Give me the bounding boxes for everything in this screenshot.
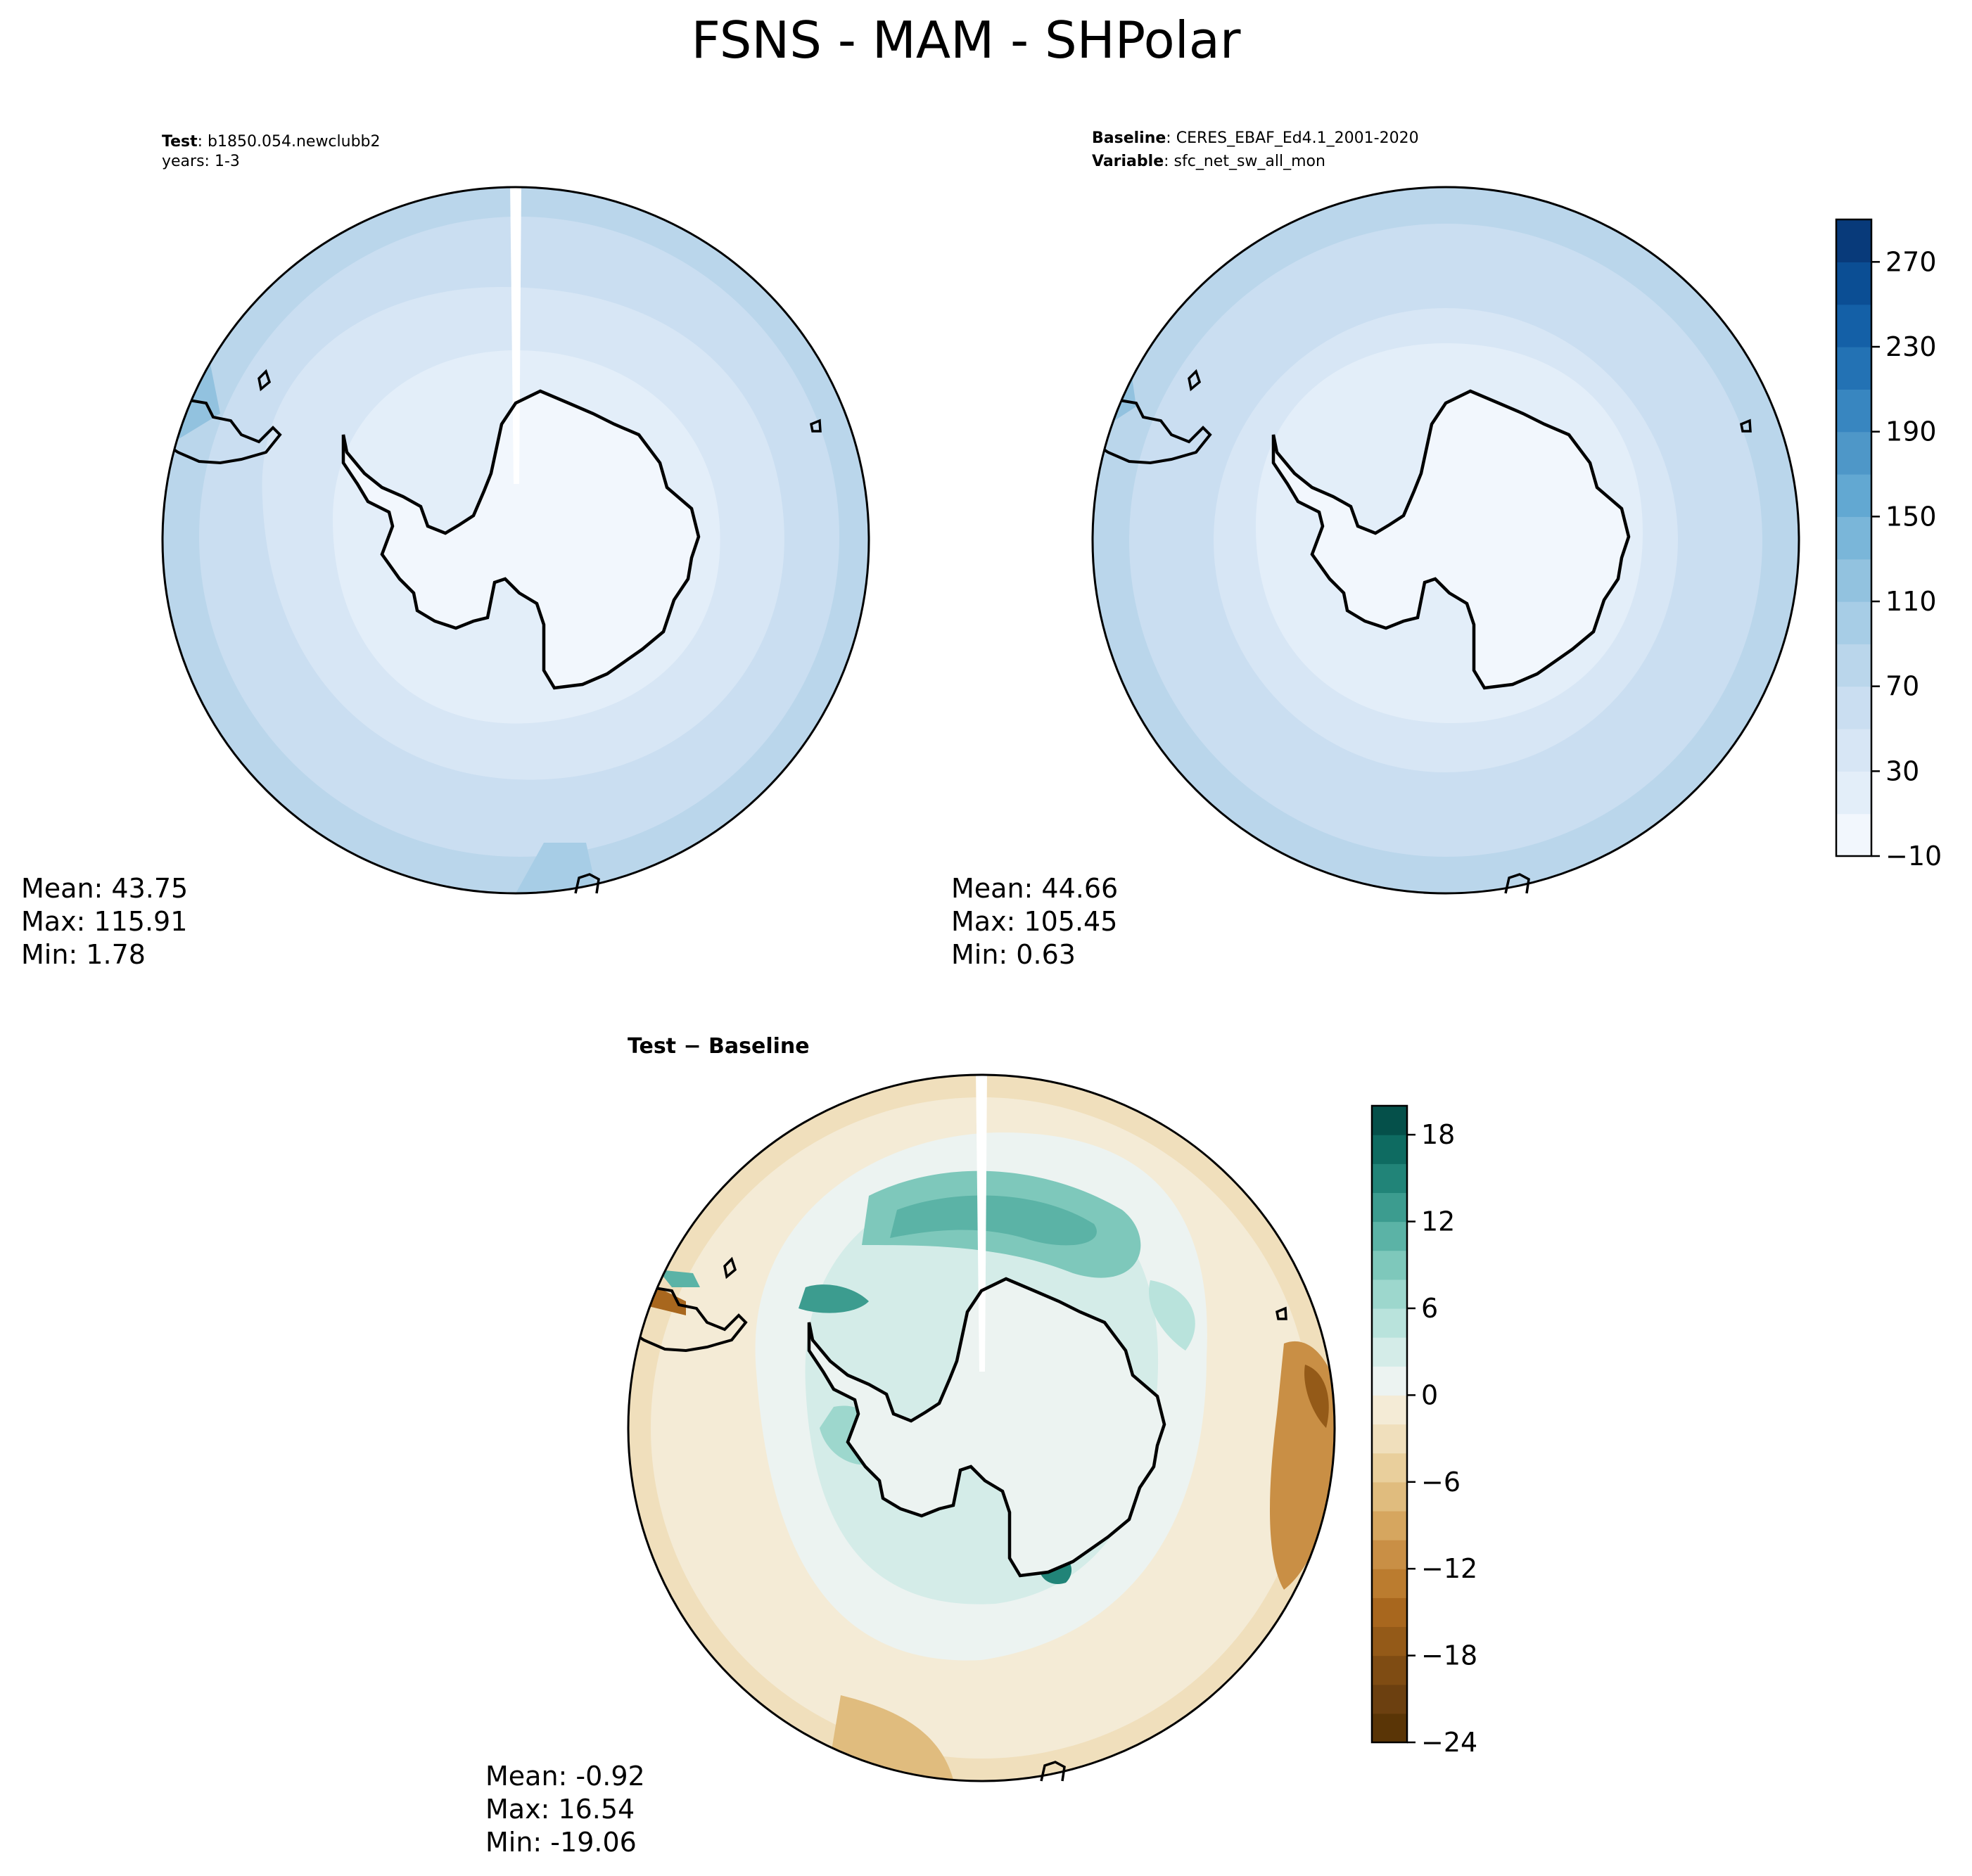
colorbar-absolute-level-3 [1836,686,1871,729]
figure-title: FSNS - MAM - SHPolar [692,11,1241,70]
colorbar-difference-level-13 [1372,1337,1407,1367]
colorbar-absolute-level-5 [1836,601,1871,644]
colorbar-absolute-tick-label: 150 [1885,501,1937,532]
baseline-map [1091,186,1800,895]
colorbar-difference-level-2 [1372,1655,1407,1685]
colorbar-difference-level-7 [1372,1510,1407,1540]
colorbar-absolute-level-4 [1836,644,1871,687]
colorbar-difference-level-16 [1372,1250,1407,1280]
baseline-max: Max: 105.45 [951,906,1117,937]
colorbar-difference-level-3 [1372,1626,1407,1657]
test-panel: Test: b1850.054.newclubb2 years: 1-3 Mea… [21,133,870,970]
colorbar-difference-level-21 [1372,1106,1407,1135]
colorbar-difference-tick-label: 18 [1421,1119,1455,1150]
colorbar-difference-level-20 [1372,1135,1407,1164]
colorbar-difference: −24 −18 −12 −6 0 6 12 18 [1370,1104,1477,1758]
colorbar-absolute-level-0 [1836,813,1871,857]
colorbar-absolute-level-11 [1836,347,1871,390]
test-header: Test: b1850.054.newclubb2 [162,133,381,151]
colorbar-absolute-tick-label: 30 [1885,755,1919,786]
diff-map [627,1073,1336,1782]
test-min: Min: 1.78 [21,939,146,970]
colorbar-difference-level-0 [1372,1713,1407,1743]
colorbar-absolute-tick-label: −10 [1885,841,1942,872]
colorbar-difference-level-10 [1372,1424,1407,1454]
colorbar-difference-level-17 [1372,1221,1407,1251]
colorbar-difference-tick-label: 12 [1421,1206,1455,1237]
colorbar-absolute-level-8 [1836,474,1871,517]
colorbar-difference-tick-label: −24 [1421,1727,1477,1758]
colorbar-difference-level-18 [1372,1192,1407,1223]
colorbar-difference-level-6 [1372,1540,1407,1569]
colorbar-difference-tick-label: −18 [1421,1640,1477,1671]
colorbar-difference-level-11 [1372,1395,1407,1425]
test-mean: Mean: 43.75 [21,873,188,904]
colorbar-difference-level-12 [1372,1366,1407,1396]
colorbar-absolute-level-10 [1836,389,1871,433]
baseline-variable: Variable: sfc_net_sw_all_mon [1092,153,1325,170]
baseline-header: Baseline: CERES_EBAF_Ed4.1_2001-2020 [1092,129,1419,147]
diff-panel: Test − Baseline [485,1034,1336,1858]
diff-min: Min: -19.06 [485,1827,637,1858]
colorbar-absolute-level-1 [1836,771,1871,815]
colorbar-absolute-level-2 [1836,729,1871,772]
colorbar-absolute-tick-label: 70 [1885,671,1919,702]
test-years: years: 1-3 [162,153,240,170]
colorbar-difference-tick-label: −12 [1421,1553,1477,1584]
colorbar-absolute: −10 30 70 110 150 190 230 270 [1835,218,1942,872]
colorbar-difference-level-8 [1372,1481,1407,1512]
colorbar-absolute-level-6 [1836,559,1871,602]
colorbar-difference-level-4 [1372,1597,1407,1628]
colorbar-absolute-frame [1835,218,1873,857]
colorbar-absolute-tick-label: 270 [1885,246,1937,277]
colorbar-difference-level-1 [1372,1684,1407,1714]
diff-max: Max: 16.54 [485,1794,635,1825]
colorbar-absolute-level-7 [1836,516,1871,560]
colorbar-difference-tick-label: 0 [1421,1379,1438,1410]
baseline-mean: Mean: 44.66 [951,873,1118,904]
colorbar-absolute-level-9 [1836,431,1871,475]
baseline-panel: Baseline: CERES_EBAF_Ed4.1_2001-2020 Var… [951,129,1800,970]
colorbar-difference-tick-label: 6 [1421,1293,1438,1324]
diff-title: Test − Baseline [628,1034,810,1059]
colorbar-difference-level-15 [1372,1279,1407,1309]
baseline-min: Min: 0.63 [951,939,1076,970]
colorbar-absolute-tick-label: 230 [1885,331,1937,362]
test-map [161,186,870,895]
colorbar-absolute-tick-label: 110 [1885,586,1937,617]
diff-mean: Mean: -0.92 [485,1761,645,1792]
colorbar-difference-level-5 [1372,1569,1407,1598]
colorbar-absolute-tick-label: 190 [1885,416,1937,447]
colorbar-difference-level-14 [1372,1308,1407,1338]
colorbar-difference-level-9 [1372,1453,1407,1483]
colorbar-difference-frame [1370,1104,1408,1744]
colorbar-absolute-level-14 [1836,219,1871,262]
colorbar-difference-level-19 [1372,1163,1407,1194]
test-max: Max: 115.91 [21,906,187,937]
colorbar-absolute-level-12 [1836,304,1871,347]
colorbar-absolute-level-13 [1836,262,1871,305]
colorbar-difference-tick-label: −6 [1421,1467,1461,1498]
